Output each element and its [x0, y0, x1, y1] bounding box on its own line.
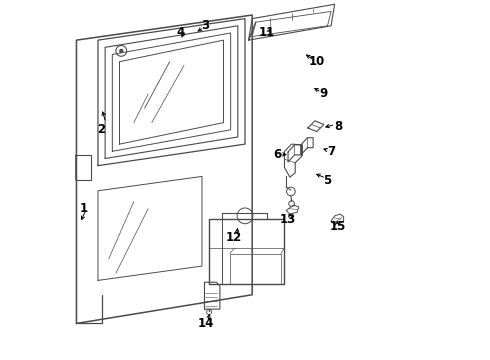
Text: 2: 2: [98, 123, 106, 136]
Circle shape: [120, 49, 122, 52]
Text: 8: 8: [334, 120, 343, 133]
Text: 10: 10: [309, 55, 325, 68]
Text: 14: 14: [197, 317, 214, 330]
Text: 13: 13: [280, 213, 296, 226]
Text: 1: 1: [79, 202, 88, 215]
Text: 7: 7: [327, 145, 335, 158]
Text: 5: 5: [323, 174, 332, 186]
Text: 12: 12: [226, 231, 243, 244]
Text: 4: 4: [176, 27, 185, 40]
Text: 6: 6: [273, 148, 281, 161]
Text: 3: 3: [201, 19, 210, 32]
Text: 15: 15: [330, 220, 346, 233]
Text: 11: 11: [258, 27, 274, 40]
Text: 9: 9: [320, 87, 328, 100]
